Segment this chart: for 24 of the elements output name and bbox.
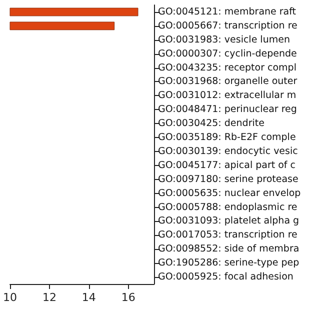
y-tick-label: GO:0031012: extracellular m <box>158 90 296 102</box>
y-tick-label: GO:0000307: cyclin-depende <box>158 48 297 60</box>
y-tick-label: GO:0031093: platelet alpha g <box>158 216 300 227</box>
x-tick-label: 14 <box>82 291 96 304</box>
x-tick-label: 10 <box>3 291 17 304</box>
y-tick-label: GO:0048471: perinuclear reg <box>158 104 297 116</box>
y-tick-label: GO:0031968: organelle outer <box>158 76 298 88</box>
y-tick-label: GO:0005635: nuclear envelop <box>158 188 301 199</box>
y-tick-label: GO:0035189: Rb-E2F comple <box>158 132 296 144</box>
y-tick-label: GO:1905286: serine-type pep <box>158 258 300 269</box>
x-tick-label: 12 <box>42 291 56 304</box>
x-tick-label: 16 <box>121 291 136 304</box>
y-tick-label: GO:0005667: transcription re <box>158 20 298 32</box>
y-tick-label: GO:0097180: serine protease <box>158 174 299 185</box>
y-tick-label: GO:0045177: apical part of c <box>158 160 296 171</box>
y-tick-label: GO:0005788: endoplasmic re <box>158 202 298 213</box>
y-tick-label: GO:0005925: focal adhesion <box>158 272 294 283</box>
y-tick-label: GO:0030425: dendrite <box>158 118 265 130</box>
y-tick-label: GO:0045121: membrane raft <box>158 6 296 18</box>
y-tick-label: GO:0030139: endocytic vesic <box>158 146 298 157</box>
y-tick-label: GO:0017053: transcription re <box>158 230 298 241</box>
y-tick-label: GO:0043235: receptor compl <box>158 62 296 74</box>
y-tick-label: GO:0031983: vesicle lumen <box>158 34 290 46</box>
y-tick-label: GO:0098552: side of membra <box>158 244 300 255</box>
